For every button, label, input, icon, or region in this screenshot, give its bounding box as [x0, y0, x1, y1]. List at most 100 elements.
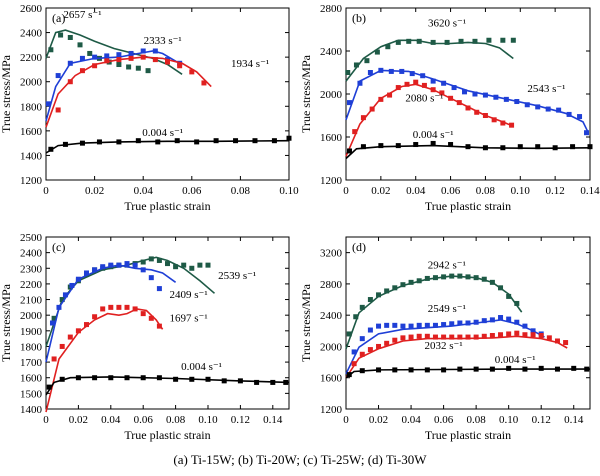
series-1: [345, 273, 523, 350]
y-tick-label: 3200: [320, 248, 343, 260]
y-tick-label: 2800: [320, 3, 343, 15]
data-point: [535, 144, 541, 150]
data-point: [493, 94, 499, 100]
data-point: [126, 64, 132, 70]
data-point: [500, 145, 506, 151]
chart-panel-3: 0 0.02 0.04 0.06 0.08 0.10 0.12 0.14 1400 1500 160…: [0, 232, 290, 442]
x-tick-label: 0.06: [134, 414, 154, 426]
fit-curve: [45, 29, 183, 75]
data-point: [367, 347, 373, 353]
strain-rate-label: 2333 s⁻¹: [144, 35, 182, 47]
data-point: [59, 343, 65, 349]
data-point: [376, 343, 382, 349]
data-point: [108, 262, 114, 268]
y-tick-label: 1600: [20, 373, 43, 385]
strain-rate-label: 2409 s⁻¹: [169, 289, 207, 301]
x-tick-label: 0.02: [85, 185, 104, 197]
data-point: [416, 333, 422, 339]
data-point: [92, 54, 98, 60]
y-tick-label: 2200: [20, 52, 43, 64]
data-point: [124, 304, 130, 310]
data-point: [108, 375, 114, 381]
data-point: [416, 322, 422, 328]
data-point: [173, 376, 179, 382]
data-point: [473, 319, 479, 325]
data-point: [538, 365, 544, 371]
data-point: [116, 139, 122, 145]
data-point: [359, 351, 365, 357]
data-point: [49, 320, 55, 326]
data-point: [140, 259, 146, 265]
strain-rate-label: 0.004 s⁻¹: [413, 129, 454, 141]
data-point: [116, 57, 122, 63]
data-point: [124, 375, 130, 381]
data-point: [486, 37, 492, 43]
x-tick-label: 0.04: [101, 414, 121, 426]
data-point: [441, 322, 447, 328]
data-point: [563, 340, 569, 346]
data-point: [376, 367, 382, 373]
strain-rate-label: 2543 s⁻¹: [527, 83, 565, 95]
data-point: [283, 379, 289, 385]
data-point: [108, 304, 114, 310]
data-point: [58, 32, 64, 38]
data-point: [132, 306, 138, 312]
data-point: [457, 273, 463, 279]
data-point: [451, 85, 457, 91]
data-point: [145, 68, 151, 74]
data-point: [353, 314, 359, 320]
data-point: [155, 139, 161, 145]
data-point: [271, 138, 277, 144]
y-tick-label: 1600: [20, 126, 43, 138]
plot-frame: [45, 7, 290, 181]
panel-label: (b): [352, 11, 366, 25]
x-tick-label: 0.14: [263, 414, 283, 426]
y-tick-label: 2000: [320, 89, 343, 101]
data-point: [473, 366, 479, 372]
data-point: [360, 115, 366, 121]
x-tick-label: 0.06: [182, 185, 202, 197]
data-point: [201, 80, 207, 86]
data-point: [503, 96, 509, 102]
data-point: [87, 50, 93, 56]
data-point: [489, 366, 495, 372]
data-point: [140, 54, 146, 60]
x-tick-label: 0.04: [406, 185, 426, 197]
data-point: [465, 320, 471, 326]
data-point: [148, 315, 154, 321]
data-point: [489, 279, 495, 285]
data-point: [457, 334, 463, 340]
data-point: [482, 92, 488, 98]
fit-curve: [45, 256, 216, 347]
data-point: [92, 267, 98, 273]
data-point: [51, 356, 57, 362]
data-point: [367, 70, 373, 75]
x-tick-label: 0: [43, 185, 49, 197]
data-point: [62, 292, 68, 298]
data-point: [156, 375, 162, 381]
data-point: [491, 117, 497, 123]
data-point: [100, 264, 106, 270]
data-point: [489, 333, 495, 339]
y-tick-label: 1400: [20, 404, 43, 416]
data-point: [378, 96, 384, 102]
data-point: [489, 317, 495, 323]
data-point: [458, 38, 464, 44]
x-tick-label: 0.12: [231, 414, 250, 426]
y-tick-label: 1200: [20, 175, 43, 187]
data-point: [367, 327, 373, 333]
data-point: [189, 265, 195, 271]
figure-caption: (a) Ti-15W; (b) Ti-20W; (c) Ti-25W; (d) …: [173, 452, 427, 467]
data-point: [473, 275, 479, 281]
data-point: [530, 328, 536, 334]
fit-curve: [45, 308, 164, 413]
y-tick-label: 2000: [20, 77, 43, 89]
y-tick-label: 2500: [20, 232, 43, 244]
y-tick-label: 2600: [20, 3, 43, 15]
fit-curve: [345, 368, 590, 379]
data-point: [116, 52, 122, 58]
data-point: [45, 101, 51, 107]
x-axis-label: True plastic strain: [124, 199, 210, 213]
data-point: [56, 304, 62, 310]
data-point: [506, 316, 512, 322]
